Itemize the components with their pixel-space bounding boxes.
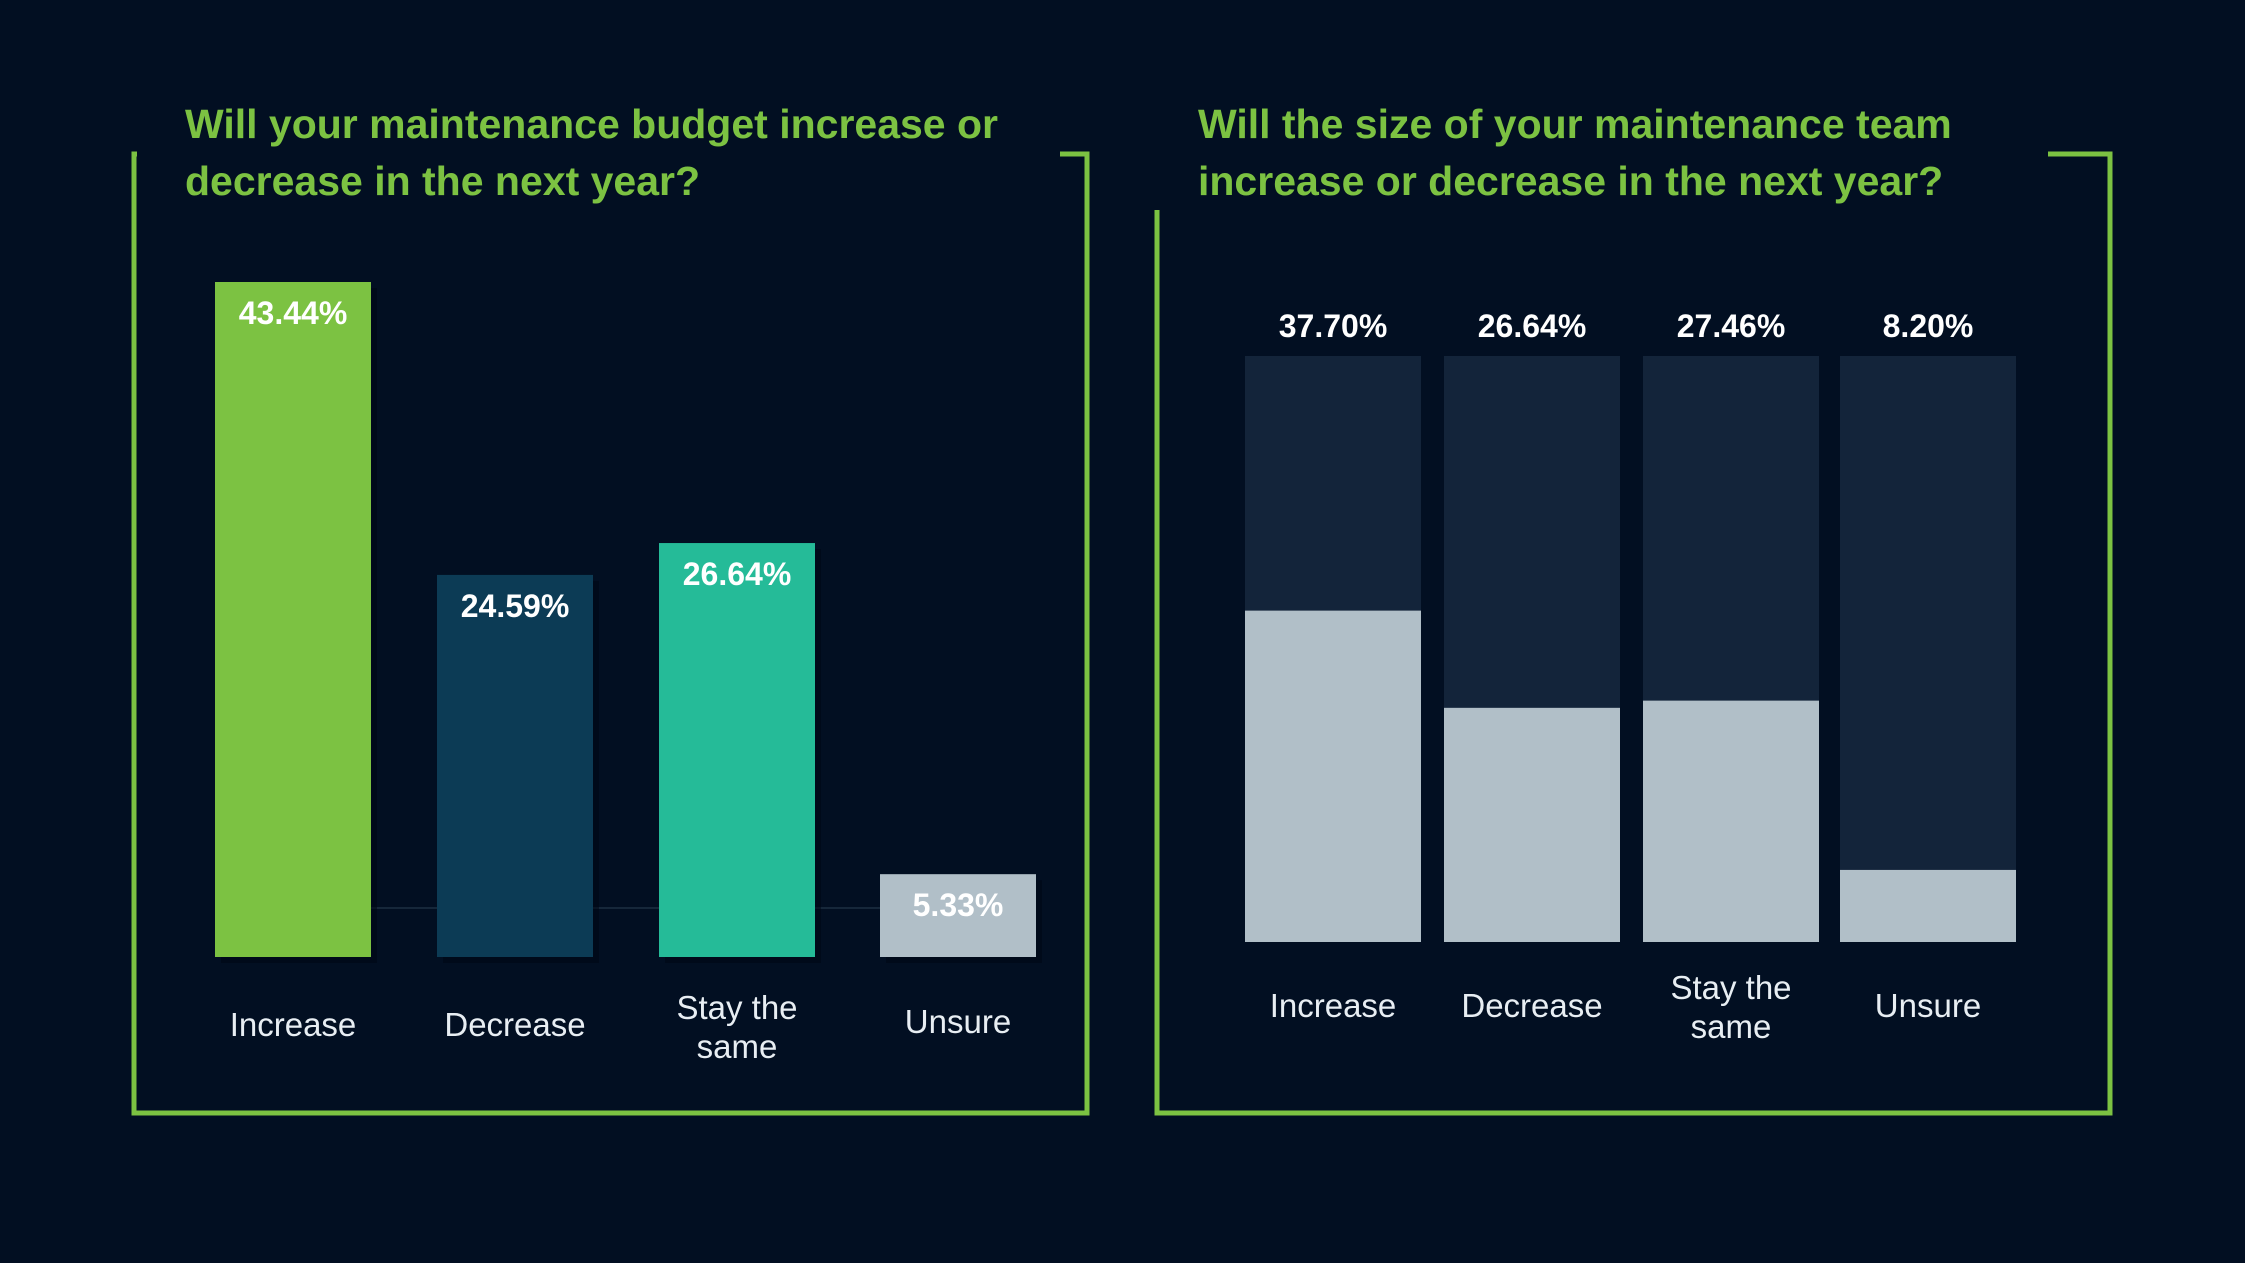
budget-chart-title: Will your maintenance budget increase or… (137, 96, 1060, 210)
value-label-increase: 43.44% (239, 295, 348, 331)
category-label-unsure: Unsure (905, 1003, 1011, 1040)
category-label-stay-the-same: Stay the same (1670, 969, 1791, 1045)
bar-stay-the-same (1643, 700, 1819, 942)
track-unsure (1840, 356, 2016, 942)
category-label-decrease: Decrease (1461, 987, 1602, 1024)
value-label-unsure: 5.33% (913, 887, 1004, 923)
value-label-increase: 37.70% (1279, 308, 1388, 344)
category-label-unsure: Unsure (1875, 987, 1981, 1024)
bar-stay-the-same (659, 543, 815, 957)
team-size-bar-chart: 37.70% Increase 26.64% Decrease 27.46% Stay t… (1245, 308, 2016, 1045)
category-label-decrease: Decrease (444, 1006, 585, 1043)
bar-unsure (880, 874, 1036, 957)
category-label-stay-the-same: Stay the same (676, 989, 797, 1065)
bar-increase (215, 282, 371, 957)
category-label-increase: Increase (1270, 987, 1397, 1024)
bar-decrease (1444, 707, 1620, 942)
bar-decrease (437, 574, 593, 957)
bar-increase (1245, 610, 1421, 942)
value-label-stay-the-same: 26.64% (683, 556, 792, 592)
value-label-unsure: 8.20% (1883, 308, 1974, 344)
bar-unsure (1840, 869, 2016, 942)
value-label-decrease: 24.59% (461, 588, 570, 624)
value-label-decrease: 26.64% (1478, 308, 1587, 344)
category-label-increase: Increase (230, 1006, 357, 1043)
budget-bar-chart: 43.44% Increase 24.59% Decrease 26.64% Stay t… (215, 282, 1042, 1065)
team-chart-title: Will the size of your maintenance team i… (1150, 96, 2048, 210)
value-label-stay-the-same: 27.46% (1677, 308, 1786, 344)
